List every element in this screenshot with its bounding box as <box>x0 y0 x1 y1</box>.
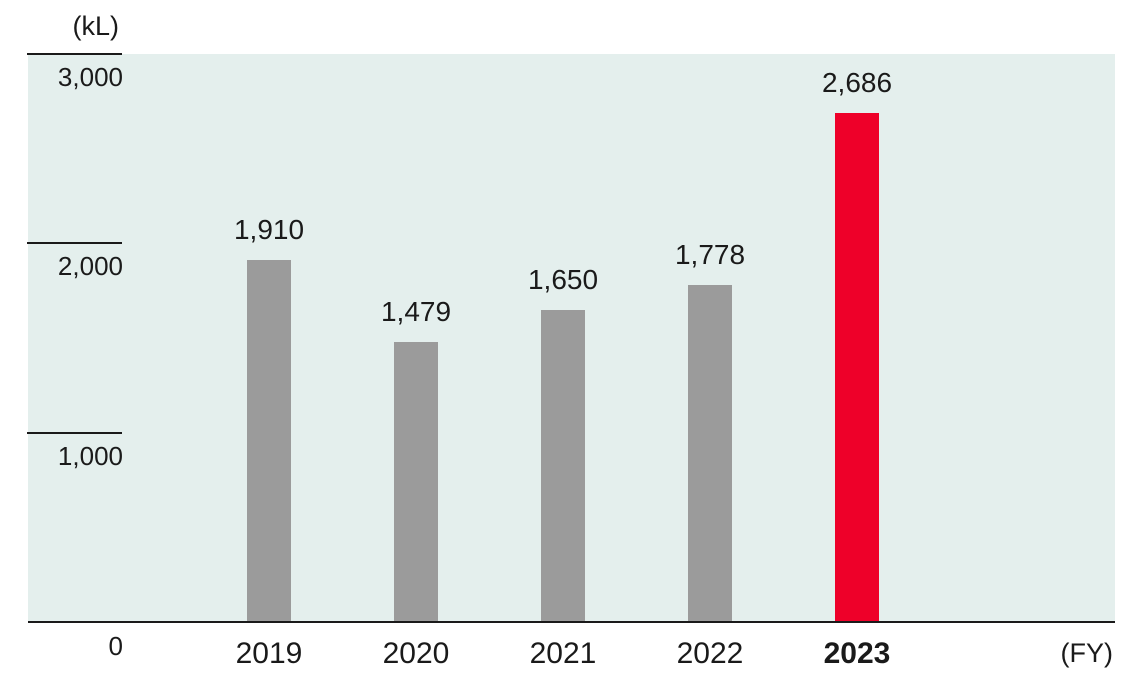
bar-2022 <box>688 285 732 622</box>
y-axis-unit-label: (kL) <box>72 11 120 41</box>
bar-value-label-2023: 2,686 <box>821 67 893 98</box>
bar-value-label-2021: 1,650 <box>527 264 599 295</box>
bar-2019 <box>247 260 291 622</box>
bar-value-label-2019: 1,910 <box>233 214 305 245</box>
x-axis-label-2023: 2023 <box>823 637 891 670</box>
bar-2023 <box>835 113 879 622</box>
bar-value-label-2022: 1,778 <box>674 239 746 270</box>
y-tick-line-1,000 <box>27 432 122 434</box>
x-axis-label-2019: 2019 <box>235 637 303 670</box>
bar-2021 <box>541 310 585 622</box>
y-tick-label: 3,000 <box>57 62 123 92</box>
y-tick-line-3,000 <box>27 53 122 55</box>
x-axis-label-2022: 2022 <box>676 637 744 670</box>
bar-2020 <box>394 342 438 622</box>
y-tick-label: 0 <box>108 631 123 661</box>
x-axis-label-2020: 2020 <box>382 637 450 670</box>
y-tick-line-2,000 <box>27 242 122 244</box>
y-tick-label: 1,000 <box>57 441 123 471</box>
x-axis-label-2021: 2021 <box>529 637 597 670</box>
x-axis-unit-label: (FY) <box>1060 638 1113 668</box>
x-axis-line <box>28 621 1115 623</box>
y-tick-label: 2,000 <box>57 251 123 281</box>
bar-value-label-2020: 1,479 <box>380 296 452 327</box>
